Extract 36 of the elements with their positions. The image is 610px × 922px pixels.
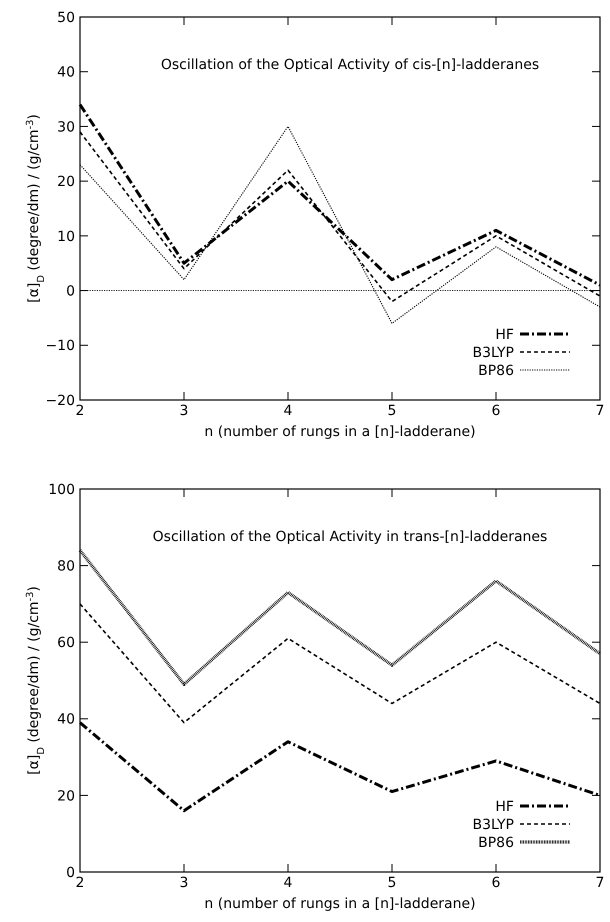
y-tick-label: 30 [57, 119, 75, 136]
y-tick-label: 10 [57, 228, 75, 245]
y-tick-label: 60 [57, 635, 75, 652]
x-tick-label: 2 [76, 875, 84, 891]
y-tick-label: 40 [57, 64, 75, 81]
x-tick-label: 2 [76, 403, 84, 419]
legend-label: HF [495, 326, 514, 343]
x-tick-label: 5 [388, 403, 396, 419]
x-tick-label: 3 [180, 403, 188, 419]
x-tick-label: 6 [492, 403, 501, 419]
y-tick-label: 100 [48, 482, 75, 498]
y-tick-label: 40 [57, 712, 75, 728]
legend-label: BP86 [478, 362, 514, 379]
x-axis-title: n (number of rungs in a [n]-ladderane) [204, 896, 476, 912]
x-tick-label: 7 [596, 875, 604, 891]
legend-label: B3LYP [472, 816, 514, 833]
x-tick-label: 4 [284, 403, 293, 419]
y-tick-label: 0 [66, 864, 75, 881]
y-tick-label: 20 [57, 174, 75, 190]
legend-label: B3LYP [472, 344, 514, 361]
x-tick-label: 7 [596, 403, 604, 419]
y-tick-label: 80 [57, 558, 75, 574]
legend-label: BP86 [478, 834, 514, 851]
text: Oscillation of the Optical Activity in trans-[n]-ladderanes [152, 529, 548, 545]
x-tick-label: 6 [492, 875, 501, 891]
y-tick-label: 20 [57, 788, 75, 804]
y-tick-label: −20 [45, 392, 75, 409]
x-axis-title: n (number of rungs in a [n]-ladderane) [204, 424, 476, 440]
text: Oscillation of the Optical Activity of cis-[n]-ladderanes [160, 57, 540, 73]
y-tick-label: 50 [57, 10, 75, 26]
y-tick-label: 0 [66, 283, 75, 300]
x-tick-label: 4 [284, 875, 293, 891]
y-tick-label: −10 [45, 338, 75, 354]
legend-label: HF [495, 798, 514, 815]
x-tick-label: 5 [388, 875, 396, 891]
x-tick-label: 3 [180, 875, 188, 891]
